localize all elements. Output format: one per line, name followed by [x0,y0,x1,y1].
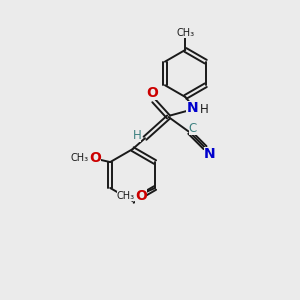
Text: N: N [186,101,198,115]
Text: CH₃: CH₃ [117,191,135,201]
Text: O: O [135,189,147,203]
Text: H: H [132,129,141,142]
Text: C: C [189,122,197,135]
Text: CH₃: CH₃ [70,153,88,163]
Text: H: H [200,103,208,116]
Text: O: O [89,151,101,165]
Text: CH₃: CH₃ [176,28,194,38]
Text: O: O [146,86,158,100]
Text: N: N [204,146,215,161]
